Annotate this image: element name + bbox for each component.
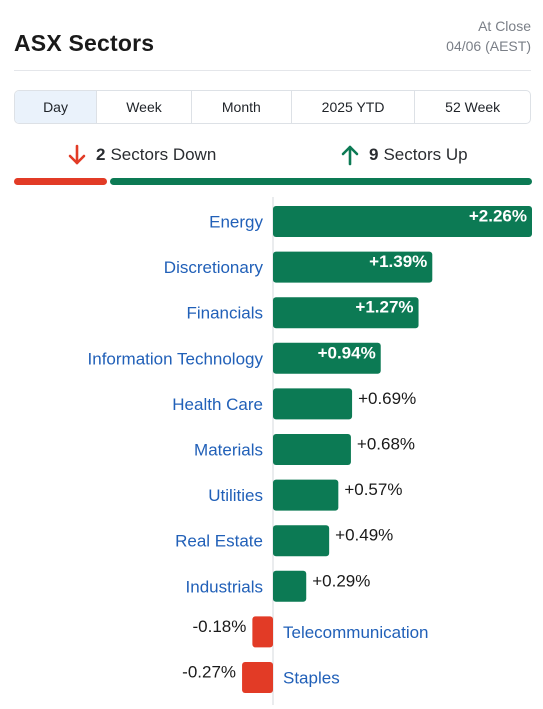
breadth-bar-up: [110, 178, 532, 185]
value-label-telecommunication: -0.18%: [192, 617, 246, 636]
sectors-down-label: Sectors Down: [110, 145, 217, 164]
category-label-financials[interactable]: Financials: [186, 304, 263, 323]
value-label-health-care: +0.69%: [358, 389, 416, 408]
category-label-real-estate[interactable]: Real Estate: [175, 532, 263, 551]
value-label-materials: +0.68%: [357, 435, 415, 454]
category-label-industrials[interactable]: Industrials: [186, 577, 263, 596]
category-label-materials[interactable]: Materials: [194, 441, 263, 460]
arrow-down-icon: [68, 144, 86, 165]
bar-utilities[interactable]: [273, 479, 339, 511]
value-label-information-technology: +0.94%: [318, 343, 376, 362]
period-tabs: Day Week Month 2025 YTD 52 Week: [14, 90, 531, 124]
bar-staples[interactable]: [242, 662, 273, 693]
tab-day[interactable]: Day: [15, 91, 98, 123]
sectors-down-count: 2: [96, 145, 106, 164]
value-label-energy: +2.26%: [469, 207, 527, 226]
value-label-real-estate: +0.49%: [335, 526, 393, 545]
bar-telecommunication[interactable]: [252, 616, 273, 648]
bar-energy[interactable]: [273, 206, 532, 237]
sector-bar-chart: Energy +2.26% Discretionary +1.39% Financial…: [88, 197, 532, 705]
category-label-discretionary[interactable]: Discretionary: [164, 258, 264, 277]
value-label-utilities: +0.57%: [344, 480, 402, 499]
bar-materials[interactable]: [273, 434, 351, 465]
category-label-information-technology[interactable]: Information Technology: [88, 349, 264, 368]
value-label-industrials: +0.29%: [312, 571, 370, 590]
category-label-telecommunication[interactable]: Telecommunication: [283, 623, 429, 642]
value-label-financials: +1.27%: [355, 298, 413, 317]
sectors-up-count: 9: [369, 145, 379, 164]
arrow-up-icon: [341, 145, 359, 166]
tab-52-week[interactable]: 52 Week: [445, 99, 501, 115]
header-divider: [14, 70, 531, 71]
sectors-down-summary: 2 Sectors Down: [67, 140, 216, 170]
close-label: At Close: [478, 18, 531, 34]
tab-month[interactable]: Month: [192, 91, 292, 123]
value-label-discretionary: +1.39%: [369, 252, 427, 271]
category-label-utilities[interactable]: Utilities: [208, 486, 263, 505]
category-label-staples[interactable]: Staples: [283, 669, 340, 688]
breadth-bar-down: [14, 178, 107, 185]
bar-real-estate[interactable]: [273, 525, 330, 557]
sectors-up-summary: 9 Sectors Up: [340, 140, 468, 170]
value-label-staples: -0.27%: [182, 663, 236, 682]
tab-week[interactable]: Week: [97, 91, 192, 123]
bar-financials[interactable]: [273, 297, 419, 329]
page-title: ASX Sectors: [14, 30, 155, 56]
tab-2025-ytd[interactable]: 2025 YTD: [292, 91, 416, 123]
category-label-health-care[interactable]: Health Care: [172, 395, 263, 414]
sectors-up-label: Sectors Up: [383, 145, 468, 164]
bar-discretionary[interactable]: [273, 251, 433, 283]
bar-industrials[interactable]: [273, 570, 307, 602]
close-date: 04/06 (AEST): [446, 38, 531, 54]
bar-information-technology[interactable]: [273, 342, 381, 374]
bar-health-care[interactable]: [273, 388, 353, 420]
market-close-info: At Close 04/06 (AEST): [446, 16, 531, 56]
category-label-energy[interactable]: Energy: [209, 213, 263, 232]
